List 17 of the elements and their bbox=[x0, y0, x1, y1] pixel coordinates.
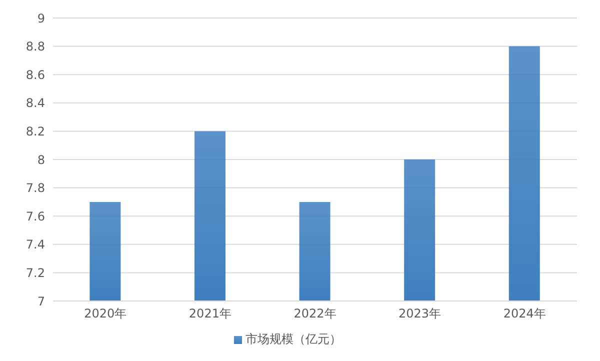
x-tick-label: 2021年 bbox=[188, 306, 232, 321]
y-tick-label: 9 bbox=[37, 11, 45, 26]
x-tick-label: 2022年 bbox=[294, 306, 336, 321]
legend-label: 市场规模（亿元） bbox=[246, 332, 342, 346]
y-tick-label: 8.6 bbox=[26, 68, 45, 82]
y-tick-label: 8.8 bbox=[26, 40, 45, 54]
y-tick-label: 7.8 bbox=[26, 181, 45, 196]
x-tick-label: 2024年 bbox=[503, 306, 546, 321]
y-tick-label: 8 bbox=[37, 152, 45, 167]
y-tick-label: 7 bbox=[37, 294, 45, 308]
y-tick-label: 7.2 bbox=[26, 266, 45, 280]
y-tick-label: 7.6 bbox=[26, 209, 45, 224]
y-tick-label: 7.4 bbox=[26, 238, 45, 252]
y-tick-label: 8.4 bbox=[26, 96, 45, 110]
x-tick-label: 2020年 bbox=[84, 306, 127, 321]
y-tick-label: 8.2 bbox=[26, 124, 45, 138]
x-tick-label: 2023年 bbox=[398, 306, 442, 321]
